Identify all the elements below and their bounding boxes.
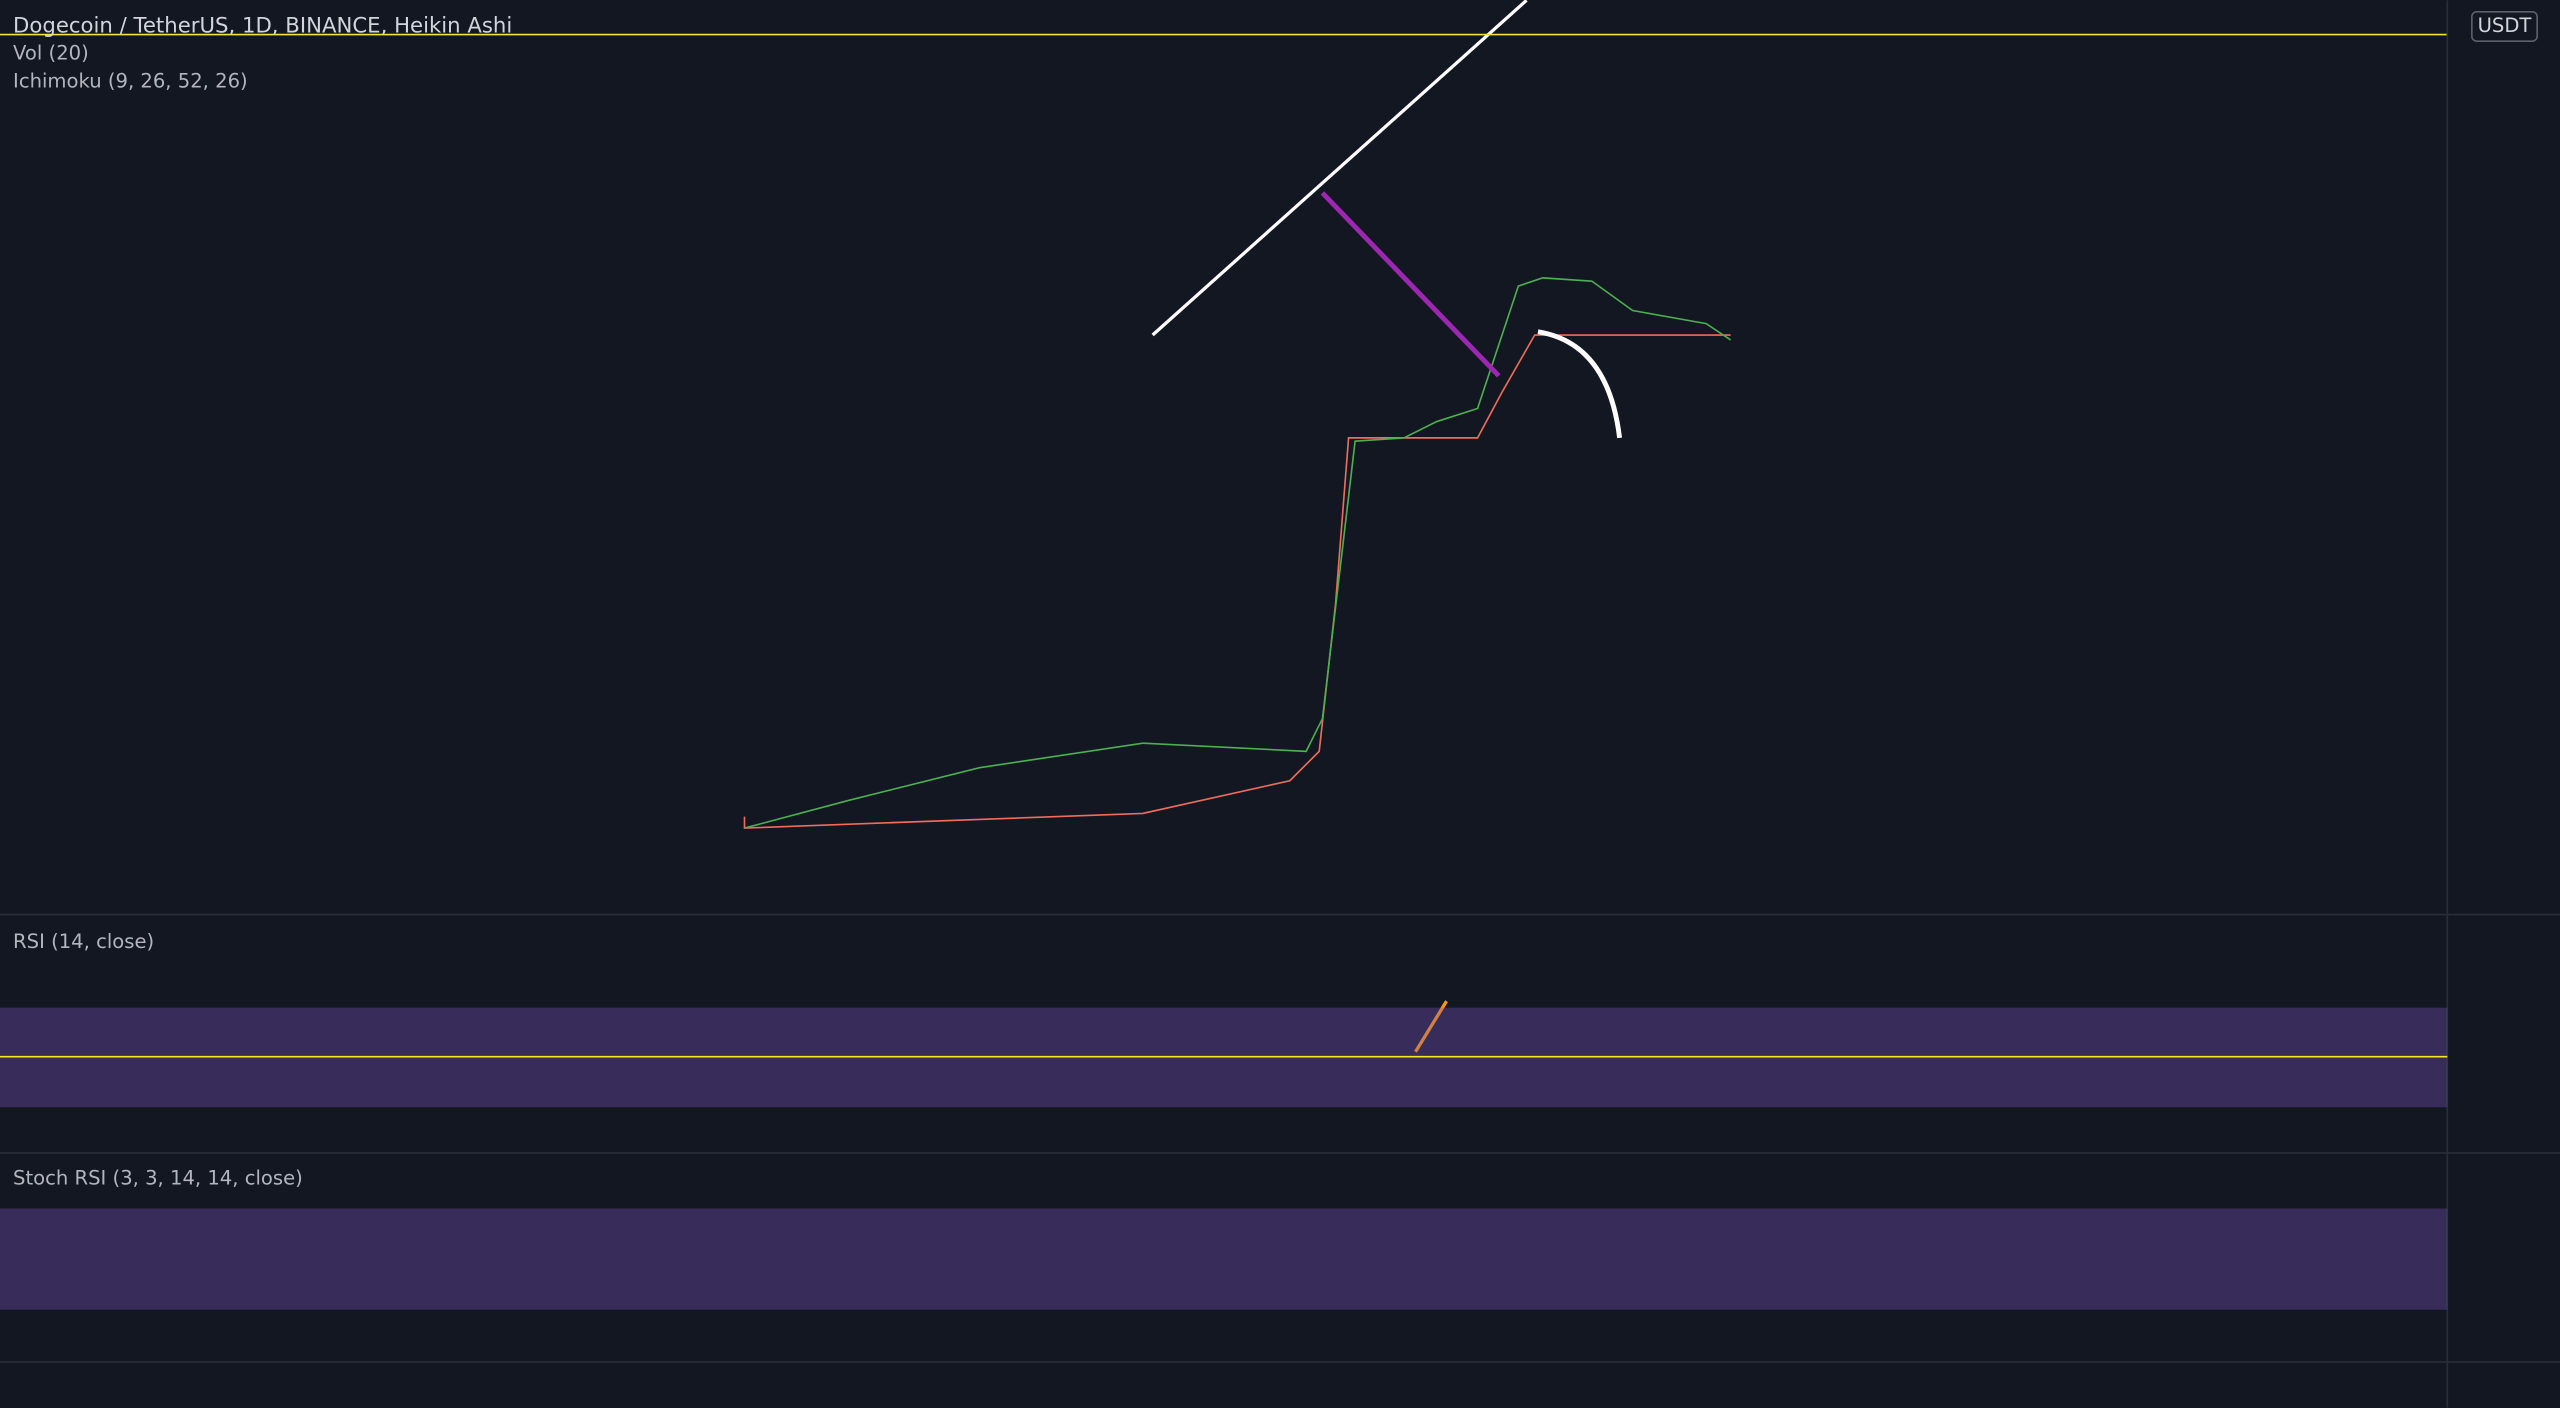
currency[interactable]: USDT — [2478, 14, 2533, 37]
stoch-band — [0, 1208, 2448, 1310]
stoch-legend: Stoch RSI (3, 3, 14, 14, close) — [13, 1167, 303, 1190]
drawings — [0, 0, 2448, 1053]
rsi-legend: RSI (14, close) — [13, 930, 154, 953]
ichimoku-legend: Ichimoku (9, 26, 52, 26) — [13, 69, 248, 92]
volume-legend: Vol (20) — [13, 42, 89, 65]
ichimoku-cloud — [743, 277, 1732, 829]
symbol-title: Dogecoin / TetherUS, 1D, BINANCE, Heikin… — [13, 13, 512, 38]
currency-badge[interactable] — [2471, 10, 2538, 42]
